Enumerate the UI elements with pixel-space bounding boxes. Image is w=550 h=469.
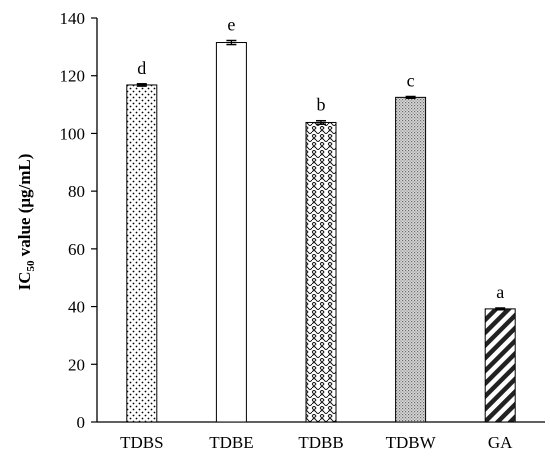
y-tick-label: 0 — [77, 413, 86, 432]
x-tick-label: TDBS — [120, 433, 163, 452]
significance-letter: c — [407, 70, 415, 90]
y-tick-label: 80 — [68, 182, 85, 201]
significance-letter: d — [137, 58, 146, 78]
bar-tdbs — [126, 84, 158, 423]
y-tick-label: 20 — [68, 355, 85, 374]
x-axis: TDBS TDBE TDBB TDBW GA — [97, 421, 545, 452]
bars — [126, 39, 516, 423]
y-tick-label: 120 — [60, 67, 86, 86]
bar-tdbw — [395, 96, 427, 423]
y-axis-title: IC50 value (μg/mL) — [15, 154, 37, 291]
y-tick-label: 140 — [60, 9, 86, 28]
y-axis: 0 20 40 60 80 100 120 140 — [60, 9, 98, 432]
bar-tdbe — [215, 42, 247, 423]
bar-tdbb — [305, 121, 337, 423]
significance-letter: e — [227, 15, 235, 35]
significance-labels: d e b c a — [137, 15, 504, 303]
y-tick-label: 60 — [68, 240, 85, 259]
significance-letter: b — [317, 95, 326, 115]
bar-ga — [484, 308, 516, 423]
x-tick-label: TDBB — [298, 433, 343, 452]
x-tick-label: TDBW — [386, 433, 437, 452]
y-tick-label: 100 — [60, 124, 86, 143]
significance-letter: a — [496, 282, 504, 302]
y-tick-label: 40 — [68, 298, 85, 317]
x-tick-label: GA — [488, 433, 513, 452]
x-tick-label: TDBE — [209, 433, 253, 452]
